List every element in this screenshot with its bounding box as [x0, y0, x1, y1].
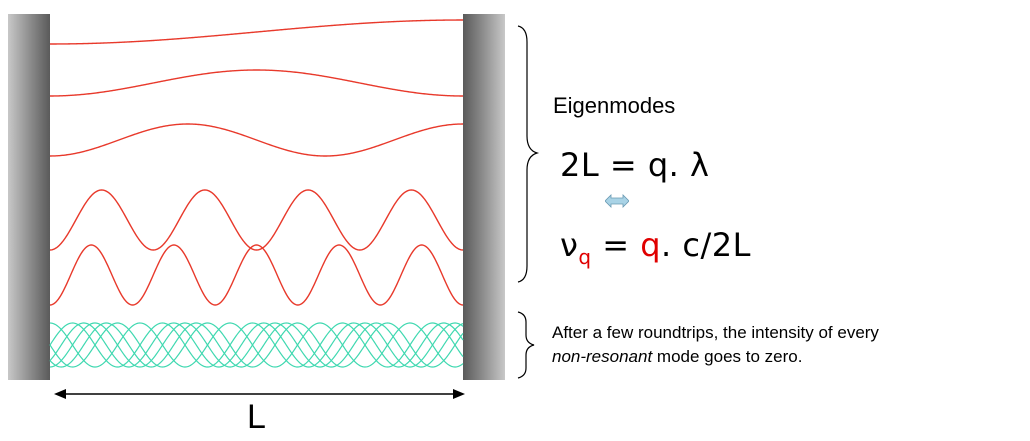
right-mirror	[463, 14, 505, 380]
non-resonant-mode-6	[49, 322, 464, 368]
nonresonant-brace	[517, 311, 535, 379]
eigenmodes-brace	[517, 25, 540, 283]
equation1-rhs: q. λ	[647, 146, 710, 184]
non-resonant-mode-3	[49, 322, 464, 368]
left-mirror	[8, 14, 50, 380]
resonant-mode-2	[50, 69, 463, 97]
non-resonant-mode-5	[49, 322, 464, 368]
non-resonant-mode-2	[49, 322, 464, 368]
equivalence-arrow-icon	[605, 194, 629, 208]
equation-frequency: νq = q. c/2L	[560, 226, 751, 269]
equation1-equals: =	[599, 146, 648, 184]
equation2-equals: =	[591, 226, 641, 264]
equation2-q: q	[640, 226, 662, 264]
eigenmodes-title: Eigenmodes	[553, 93, 676, 118]
resonant-modes	[49, 19, 464, 306]
cavity-length-arrow	[54, 389, 465, 399]
non-resonant-mode-1	[49, 322, 464, 368]
resonant-mode-5	[49, 244, 464, 306]
resonant-mode-4	[49, 189, 464, 251]
non-resonant-modes	[49, 322, 464, 368]
non-resonant-note: After a few roundtrips, the intensity of…	[552, 321, 879, 369]
note-italic: non-resonant	[552, 347, 653, 366]
note-line2: non-resonant mode goes to zero.	[552, 345, 879, 369]
equation2-rest: . c/2L	[661, 226, 751, 264]
resonant-mode-1	[50, 19, 463, 45]
equation1-lhs: 2L	[560, 146, 600, 184]
non-resonant-mode-4	[49, 322, 464, 368]
resonant-mode-3	[50, 123, 463, 157]
cavity-length-label: L	[247, 398, 266, 436]
equation2-nu: ν	[560, 226, 579, 264]
note-line1: After a few roundtrips, the intensity of…	[552, 323, 879, 342]
note-rest: mode goes to zero.	[652, 347, 803, 366]
equation2-subscript: q	[578, 245, 592, 269]
equation-wavelength: 2L = q. λ	[560, 146, 709, 184]
